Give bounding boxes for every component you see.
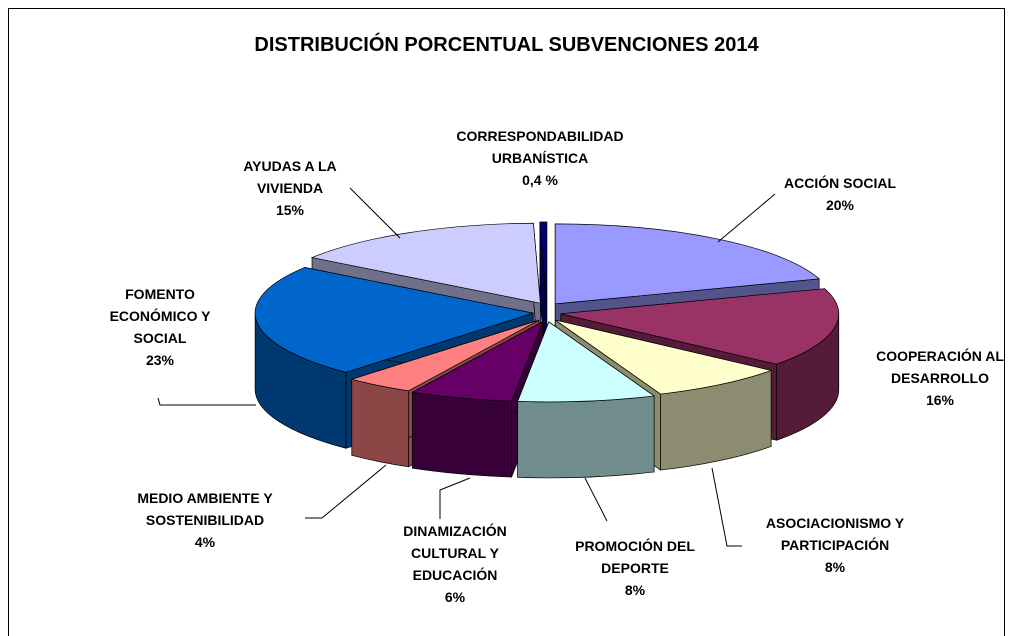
value-label: 0,4 % xyxy=(522,172,558,188)
leader-line xyxy=(717,193,776,243)
leader-line xyxy=(157,397,256,406)
slice-label: PROMOCIÓN DEL DEPORTE 8% xyxy=(550,535,720,601)
slice-wall xyxy=(517,395,655,479)
slice xyxy=(411,320,544,402)
leader-line xyxy=(439,477,471,519)
value-label: 8% xyxy=(624,582,646,598)
leader-line xyxy=(711,467,742,547)
slice xyxy=(350,319,540,392)
value-label: 6% xyxy=(444,589,466,605)
chart-title: DISTRIBUCIÓN PORCENTUAL SUBVENCIONES 201… xyxy=(254,34,759,56)
category-label: MEDIO AMBIENTE Y SOSTENIBILIDAD xyxy=(137,490,273,528)
category-label: AYUDAS A LA VIVIENDA xyxy=(243,158,337,196)
value-label: 20% xyxy=(825,197,855,213)
category-label: ASOCIACIONISMO Y PARTICIPACIÓN xyxy=(765,515,905,553)
leader-line xyxy=(305,464,387,519)
leader-line xyxy=(584,477,608,522)
value-label: 4% xyxy=(194,534,216,550)
slice xyxy=(310,222,541,304)
slice-label: ACCIÓN SOCIAL 20% xyxy=(750,172,930,216)
slice-label: MEDIO AMBIENTE Y SOSTENIBILIDAD 4% xyxy=(105,487,305,553)
slice-label: AYUDAS A LA VIVIENDA 15% xyxy=(225,155,355,221)
slice xyxy=(560,288,840,365)
slice-label: ASOCIACIONISMO Y PARTICIPACIÓN 8% xyxy=(740,512,930,578)
category-label: PROMOCIÓN DEL DEPORTE xyxy=(575,538,695,576)
slice xyxy=(555,319,773,395)
frame xyxy=(8,8,1005,636)
category-label: ACCIÓN SOCIAL xyxy=(784,175,896,191)
value-label: 16% xyxy=(925,392,955,408)
value-label: 8% xyxy=(824,559,846,575)
slice-wall xyxy=(412,391,512,478)
slice xyxy=(539,221,548,303)
slice-label: COOPERACIÓN AL DESARROLLO 16% xyxy=(858,345,1013,411)
slice xyxy=(554,223,821,305)
category-label: FOMENTO ECONÓMICO Y SOCIAL xyxy=(109,286,211,346)
slice-label: FOMENTO ECONÓMICO Y SOCIAL 23% xyxy=(90,283,230,371)
value-label: 23% xyxy=(145,352,175,368)
category-label: CORRESPONDABILIDAD URBANÍSTICA xyxy=(456,128,624,166)
slice-label: CORRESPONDABILIDAD URBANÍSTICA 0,4 % xyxy=(448,125,633,191)
slice-label: DINAMIZACIÓN CULTURAL Y EDUCACIÓN 6% xyxy=(385,520,525,608)
category-label: COOPERACIÓN AL DESARROLLO xyxy=(876,348,1004,386)
slice xyxy=(254,267,534,373)
value-label: 15% xyxy=(275,202,305,218)
leader-line xyxy=(349,187,401,239)
category-label: DINAMIZACIÓN CULTURAL Y EDUCACIÓN xyxy=(403,523,507,583)
slice xyxy=(517,321,656,403)
slice-wall xyxy=(351,378,409,468)
